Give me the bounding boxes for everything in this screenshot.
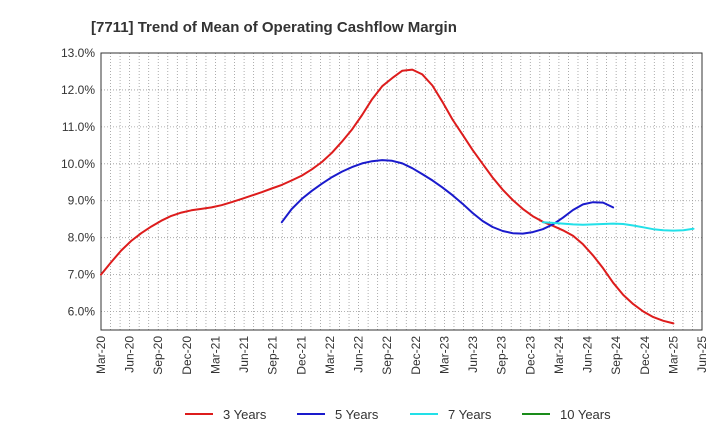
x-axis-ticks: Mar-20 Jun-20 Sep-20 Dec-20 Mar-21 Jun-21 Sep-…: [94, 336, 709, 375]
x-tick-label: Sep-20: [151, 336, 165, 375]
x-tick-label: Dec-22: [409, 336, 423, 375]
x-tick-label: Mar-20: [94, 336, 108, 374]
y-tick-label: 7.0%: [68, 268, 96, 282]
x-tick-label: Mar-25: [666, 336, 680, 374]
series-line-7-years: [541, 221, 695, 232]
y-tick-label: 12.0%: [61, 83, 95, 97]
x-tick-label: Jun-21: [237, 336, 251, 373]
x-tick-label: Dec-20: [180, 336, 194, 375]
y-tick-label: 10.0%: [61, 157, 95, 171]
legend-label: 10 Years: [560, 407, 611, 422]
legend: 3 Years 5 Years 7 Years 10 Years: [185, 407, 611, 422]
x-tick-label: Sep-24: [609, 336, 623, 375]
x-tick-label: Jun-22: [352, 336, 366, 373]
y-tick-label: 13.0%: [61, 46, 95, 60]
x-tick-label: Sep-22: [380, 336, 394, 375]
y-axis-ticks: 6.0% 7.0% 8.0% 9.0% 10.0% 11.0% 12.0% 13.0%: [61, 46, 95, 319]
x-tick-label: Jun-25: [695, 336, 709, 373]
series-lines: [100, 68, 695, 325]
y-tick-label: 6.0%: [68, 305, 96, 319]
x-tick-label: Jun-20: [123, 336, 137, 373]
x-tick-label: Dec-23: [523, 336, 537, 375]
chart-title: [7711] Trend of Mean of Operating Cashfl…: [91, 19, 457, 36]
x-tick-label: Sep-21: [266, 336, 280, 375]
y-tick-label: 9.0%: [68, 194, 96, 208]
series-line-3-years: [100, 68, 675, 325]
x-tick-label: Jun-23: [466, 336, 480, 373]
legend-label: 5 Years: [335, 407, 379, 422]
y-tick-label: 11.0%: [62, 120, 95, 134]
legend-label: 7 Years: [448, 407, 492, 422]
plot-area-frame: [100, 52, 703, 331]
x-tick-label: Mar-21: [208, 336, 222, 374]
x-tick-label: Mar-22: [323, 336, 337, 374]
x-tick-label: Dec-21: [294, 336, 308, 375]
y-tick-label: 8.0%: [68, 231, 96, 245]
x-tick-label: Dec-24: [638, 336, 652, 375]
x-tick-label: Jun-24: [581, 336, 595, 373]
x-tick-label: Mar-23: [437, 336, 451, 374]
x-tick-label: Sep-23: [495, 336, 509, 375]
grid: [100, 52, 703, 330]
legend-label: 3 Years: [223, 407, 267, 422]
x-tick-label: Mar-24: [552, 336, 566, 374]
series-line-5-years: [280, 159, 615, 235]
